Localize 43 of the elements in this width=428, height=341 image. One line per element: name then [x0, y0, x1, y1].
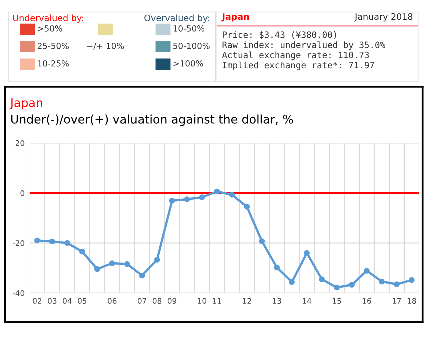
category-label: 10-50%	[174, 26, 205, 32]
point	[349, 282, 355, 288]
chart-subtitle: Under(-)/over(+) valuation against the dollar, %	[12, 114, 294, 126]
category-label: >50%	[38, 26, 62, 32]
text: Raw index: undervalued by 35.0%	[222, 42, 386, 50]
text: Undervalued by:	[13, 14, 84, 24]
point	[214, 188, 220, 195]
point	[394, 282, 400, 288]
text: Price: $3.43 (¥380.00)	[223, 31, 336, 40]
category-label: 10-25%	[38, 60, 69, 67]
text: Overvalued by:	[144, 14, 210, 24]
point	[364, 268, 370, 274]
category-label: 50-100%	[174, 43, 210, 50]
category-label: >100%	[174, 60, 204, 67]
chart-title: Japan	[10, 98, 42, 110]
point	[139, 272, 146, 279]
point	[124, 261, 130, 268]
point	[34, 238, 40, 244]
point	[154, 257, 160, 263]
point	[169, 198, 176, 204]
point	[304, 250, 310, 256]
point	[409, 277, 415, 284]
point	[184, 196, 190, 202]
category-label: −/+ 10%	[88, 43, 124, 50]
point	[109, 260, 116, 266]
text: Implied exchange rate*: 71.97	[223, 62, 374, 70]
category-label: 25-50%	[38, 43, 69, 50]
point	[274, 264, 280, 271]
point	[50, 238, 56, 245]
point	[199, 194, 206, 200]
text: Actual exchange rate: 110.73	[222, 52, 370, 60]
point	[94, 266, 100, 272]
point	[379, 278, 385, 285]
point	[244, 204, 250, 210]
point	[229, 192, 236, 198]
point	[79, 248, 86, 255]
point	[289, 279, 296, 286]
point	[319, 276, 325, 282]
point	[259, 238, 266, 244]
text: January 2018	[354, 13, 413, 22]
point	[64, 240, 70, 246]
text: Japan	[222, 14, 250, 22]
point	[334, 284, 340, 291]
